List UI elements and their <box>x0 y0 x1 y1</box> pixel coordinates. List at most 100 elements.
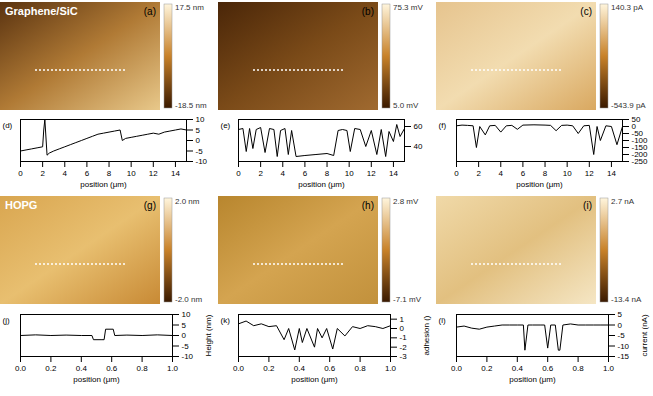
svg-text:adhesion (): adhesion () <box>422 315 431 355</box>
svg-text:8: 8 <box>325 169 330 178</box>
svg-text:0.6: 0.6 <box>324 364 336 373</box>
svg-text:12: 12 <box>585 169 594 178</box>
svg-text:12: 12 <box>149 169 158 178</box>
svg-text:position (μm): position (μm) <box>516 180 563 189</box>
svg-text:140.3 pA: 140.3 pA <box>611 3 644 12</box>
svg-text:1.0: 1.0 <box>603 364 615 373</box>
svg-text:5: 5 <box>196 126 201 135</box>
svg-text:2: 2 <box>258 169 263 178</box>
svg-text:6: 6 <box>85 169 90 178</box>
svg-text:1: 1 <box>400 315 405 324</box>
svg-text:current (nA): current (nA) <box>640 314 649 357</box>
svg-text:(e): (e) <box>221 121 231 130</box>
svg-text:(j): (j) <box>3 316 10 325</box>
svg-text:50: 50 <box>632 115 641 124</box>
svg-text:0.8: 0.8 <box>355 364 367 373</box>
svg-text:0: 0 <box>196 136 201 145</box>
svg-text:5: 5 <box>618 310 623 319</box>
svg-text:Graphene/SiC: Graphene/SiC <box>5 5 78 17</box>
svg-text:position (μm): position (μm) <box>509 375 556 384</box>
svg-text:40: 40 <box>414 142 423 151</box>
svg-text:4: 4 <box>281 169 286 178</box>
svg-text:-13.4 nA: -13.4 nA <box>611 295 642 304</box>
svg-text:(l): (l) <box>439 316 446 325</box>
svg-text:0: 0 <box>18 169 23 178</box>
svg-text:10: 10 <box>127 169 136 178</box>
svg-text:-7.1 mV: -7.1 mV <box>393 295 422 304</box>
svg-text:2.7 nA: 2.7 nA <box>611 197 635 206</box>
svg-text:Height (nm): Height (nm) <box>204 314 213 356</box>
svg-text:-3: -3 <box>400 352 408 361</box>
svg-text:2: 2 <box>476 169 481 178</box>
svg-text:17.5 nm: 17.5 nm <box>175 3 204 12</box>
svg-text:0: 0 <box>454 169 459 178</box>
svg-text:4: 4 <box>499 169 504 178</box>
svg-text:10: 10 <box>182 310 191 319</box>
svg-text:-543.9 pA: -543.9 pA <box>611 101 646 110</box>
svg-text:6: 6 <box>303 169 308 178</box>
svg-text:(a): (a) <box>144 6 156 17</box>
svg-text:5.0 mV: 5.0 mV <box>393 101 419 110</box>
svg-text:0: 0 <box>618 321 623 330</box>
svg-text:2.0 nm: 2.0 nm <box>175 197 200 206</box>
svg-text:(h): (h) <box>362 200 374 211</box>
svg-text:0: 0 <box>236 169 241 178</box>
svg-text:12: 12 <box>367 169 376 178</box>
svg-text:14: 14 <box>607 169 616 178</box>
svg-text:8: 8 <box>107 169 112 178</box>
svg-text:(d): (d) <box>3 121 13 130</box>
svg-text:6: 6 <box>521 169 526 178</box>
svg-text:0.0: 0.0 <box>451 364 463 373</box>
svg-text:-1: -1 <box>400 333 408 342</box>
svg-text:-10: -10 <box>618 342 630 351</box>
svg-text:position (μm): position (μm) <box>80 180 127 189</box>
svg-text:75.3 mV: 75.3 mV <box>393 3 423 12</box>
svg-text:0.4: 0.4 <box>512 364 524 373</box>
svg-text:0.2: 0.2 <box>263 364 275 373</box>
svg-text:5: 5 <box>182 321 187 330</box>
svg-text:1.0: 1.0 <box>385 364 397 373</box>
svg-text:0.2: 0.2 <box>45 364 57 373</box>
svg-text:60: 60 <box>414 122 423 131</box>
svg-text:(c): (c) <box>580 6 592 17</box>
svg-text:0.8: 0.8 <box>573 364 585 373</box>
svg-text:-5: -5 <box>182 342 190 351</box>
svg-text:14: 14 <box>171 169 180 178</box>
svg-text:-15: -15 <box>618 352 630 361</box>
svg-text:(f): (f) <box>439 121 447 130</box>
svg-text:0: 0 <box>182 331 187 340</box>
svg-text:(b): (b) <box>362 6 374 17</box>
svg-text:-5: -5 <box>618 331 626 340</box>
svg-text:2: 2 <box>40 169 45 178</box>
svg-text:-2: -2 <box>400 343 408 352</box>
svg-text:0.0: 0.0 <box>233 364 245 373</box>
svg-text:1.0: 1.0 <box>167 364 179 373</box>
svg-text:position (μm): position (μm) <box>298 180 345 189</box>
svg-text:-18.5 nm: -18.5 nm <box>175 101 207 110</box>
svg-text:10: 10 <box>345 169 354 178</box>
svg-text:10: 10 <box>563 169 572 178</box>
svg-text:position (μm): position (μm) <box>73 375 120 384</box>
svg-text:2.8 mV: 2.8 mV <box>393 197 419 206</box>
svg-text:10: 10 <box>196 115 205 124</box>
svg-text:0: 0 <box>400 324 405 333</box>
svg-text:14: 14 <box>389 169 398 178</box>
svg-text:-10: -10 <box>196 157 208 166</box>
svg-text:(g): (g) <box>144 200 156 211</box>
svg-text:0.4: 0.4 <box>294 364 306 373</box>
svg-text:HOPG: HOPG <box>5 199 37 211</box>
svg-text:position (μm): position (μm) <box>291 375 338 384</box>
svg-text:4: 4 <box>63 169 68 178</box>
svg-text:0.8: 0.8 <box>137 364 149 373</box>
svg-text:(i): (i) <box>583 200 592 211</box>
svg-text:(k): (k) <box>221 316 231 325</box>
svg-text:0.4: 0.4 <box>76 364 88 373</box>
svg-text:0.0: 0.0 <box>15 364 27 373</box>
svg-text:-2.0 nm: -2.0 nm <box>175 295 202 304</box>
svg-text:-10: -10 <box>182 352 194 361</box>
svg-text:0.6: 0.6 <box>106 364 118 373</box>
svg-text:8: 8 <box>543 169 548 178</box>
svg-text:-5: -5 <box>196 147 204 156</box>
svg-text:0.2: 0.2 <box>481 364 493 373</box>
svg-text:0.6: 0.6 <box>542 364 554 373</box>
